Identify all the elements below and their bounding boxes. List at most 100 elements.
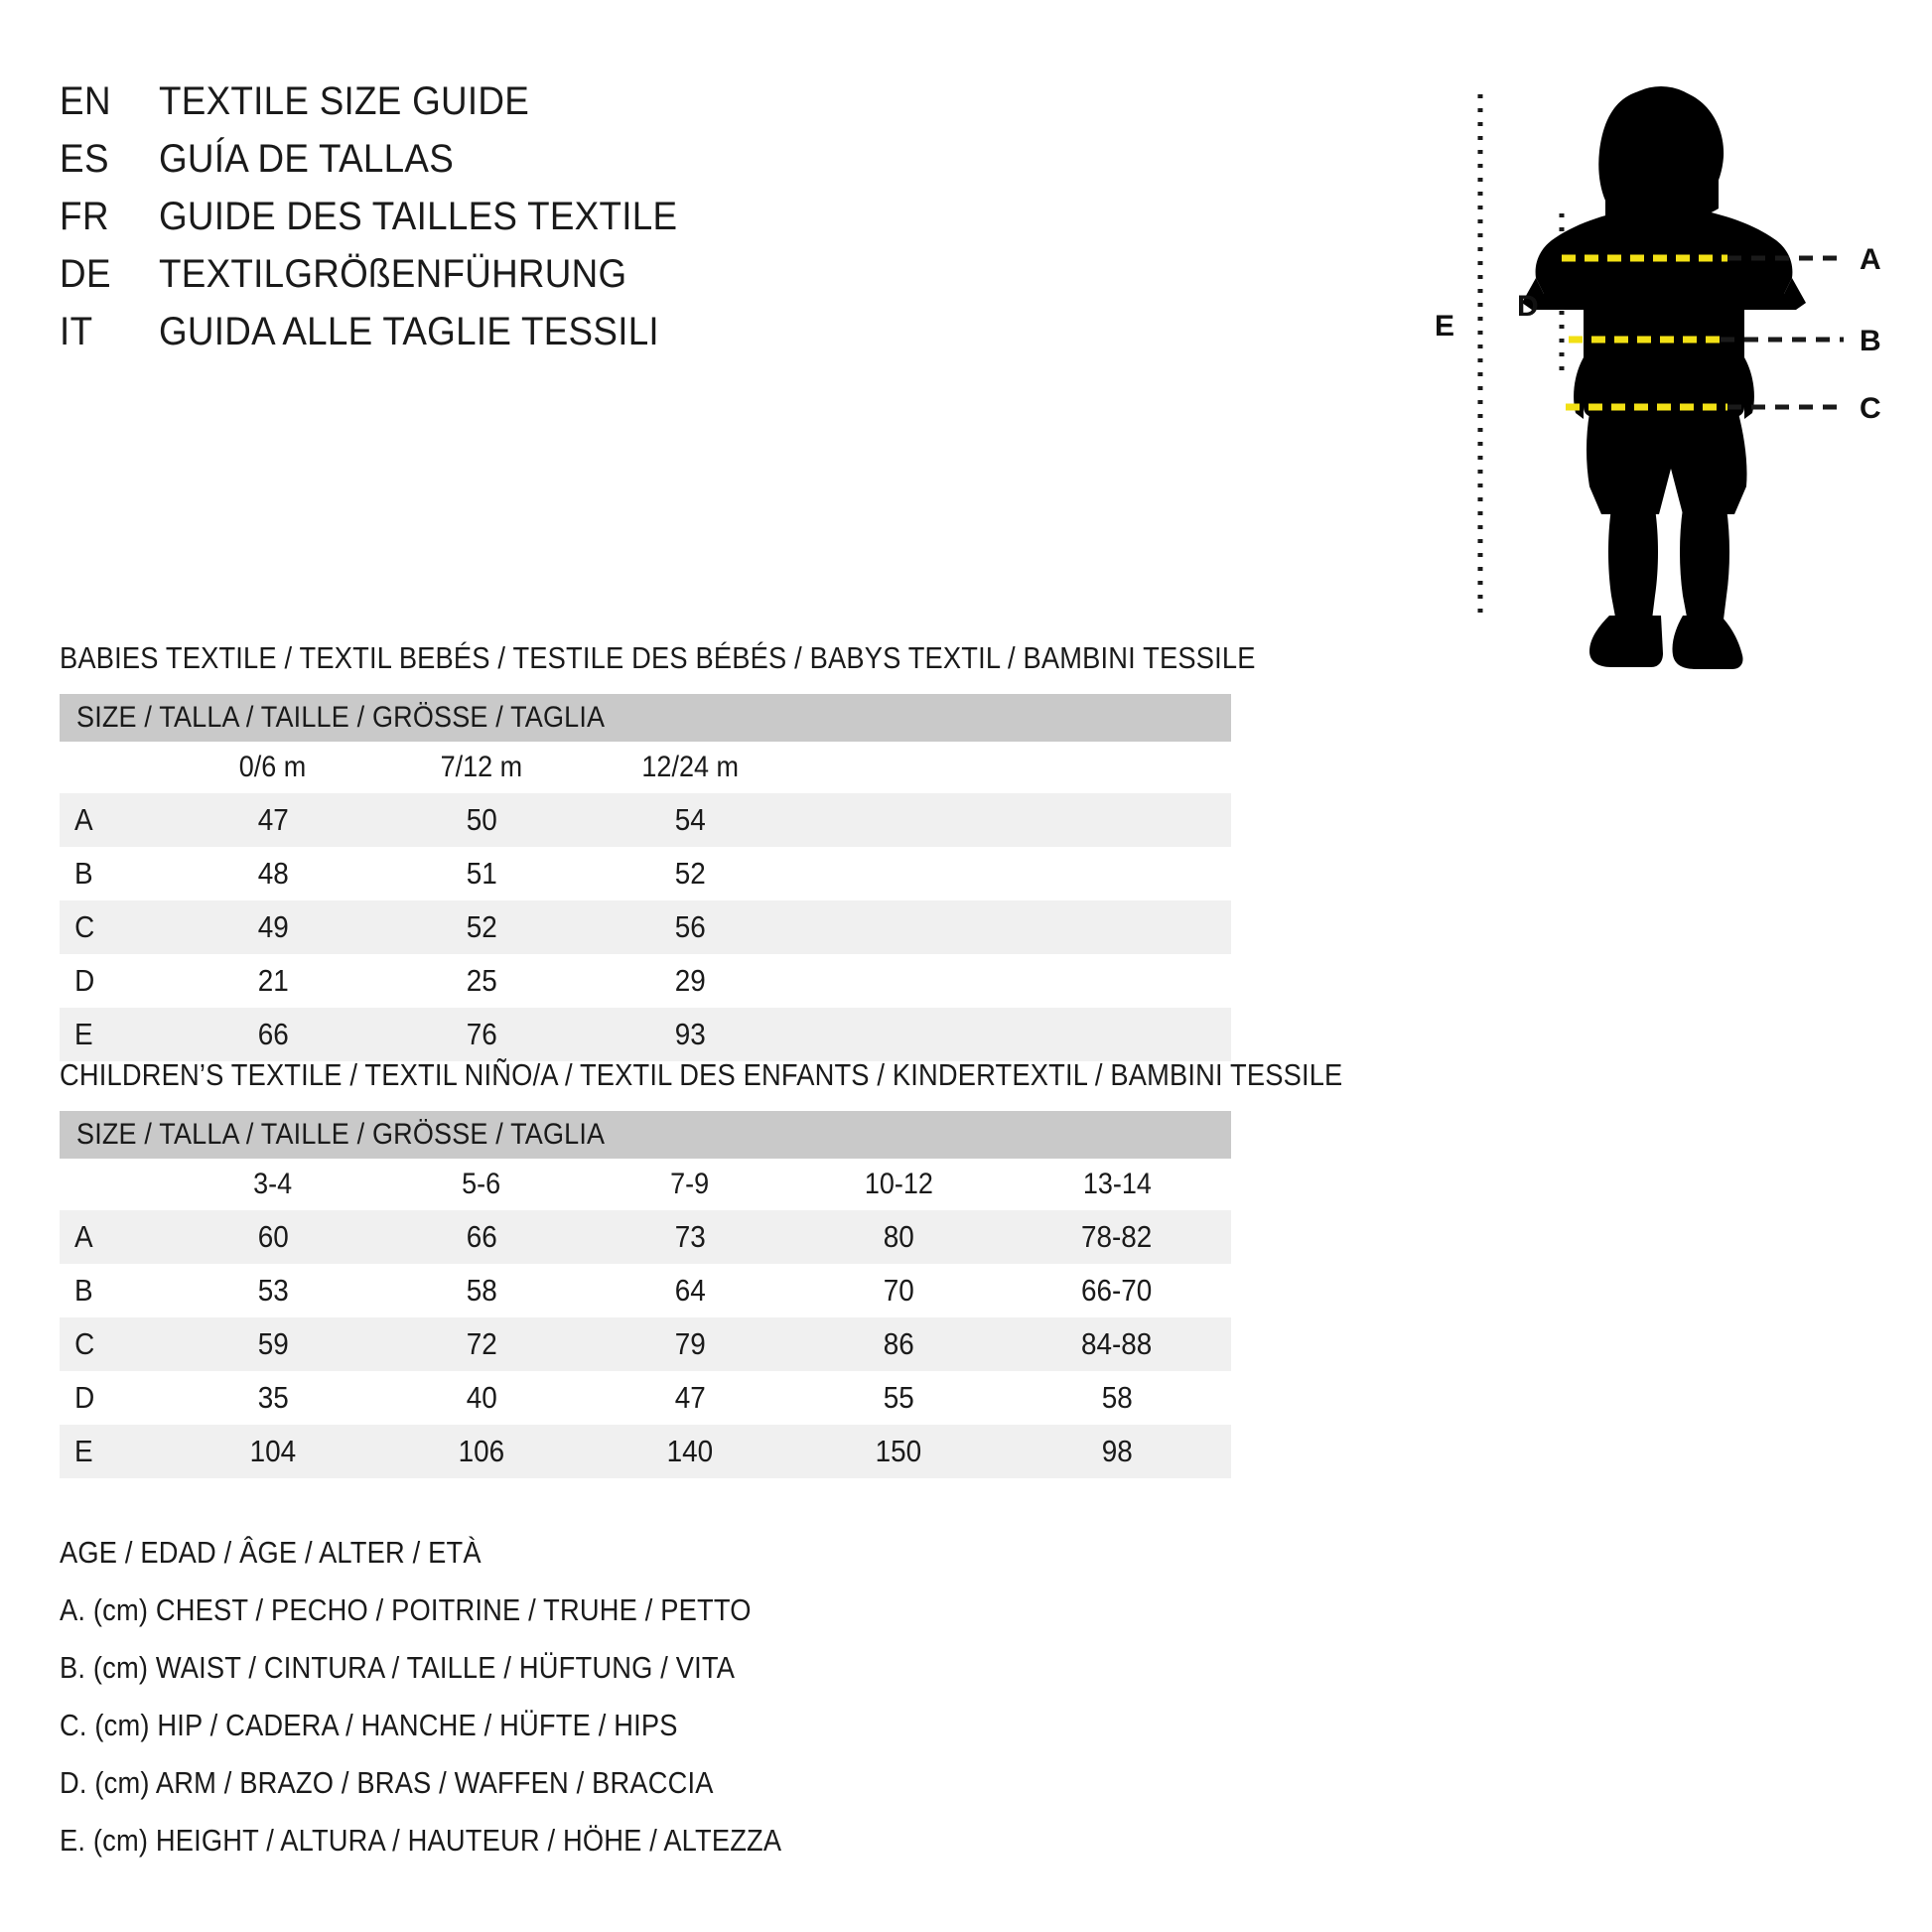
table-row: E 66 76 93 — [60, 1008, 1231, 1061]
children-cell-b-0: 53 — [169, 1264, 377, 1317]
children-cell-a-4: 78-82 — [1003, 1210, 1231, 1264]
children-cell-c-2: 79 — [586, 1317, 794, 1371]
babies-table-header-bar: SIZE / TALLA / TAILLE / GRÖSSE / TAGLIA — [60, 694, 1231, 742]
babies-section-title: BABIES TEXTILE / TEXTIL BEBÉS / TESTILE … — [60, 640, 1256, 675]
figure-label-a: A — [1860, 243, 1881, 276]
title-lang-it: IT — [60, 310, 93, 353]
children-cell-b-4: 66-70 — [1003, 1264, 1231, 1317]
children-cell-d-0: 35 — [169, 1371, 377, 1425]
children-col-header-2: 7-9 — [586, 1159, 794, 1210]
children-cell-b-3: 70 — [794, 1264, 1003, 1317]
children-column-header-row: 3-4 5-6 7-9 10-12 13-14 — [60, 1159, 1231, 1210]
babies-cell-a-2: 54 — [586, 793, 794, 847]
children-row-key-b: B — [60, 1264, 169, 1317]
legend-line-age: AGE / EDAD / ÂGE / ALTER / ETÀ — [60, 1535, 482, 1570]
table-row: A 47 50 54 — [60, 793, 1231, 847]
children-cell-e-3: 150 — [794, 1425, 1003, 1478]
babies-col-header-2: 12/24 m — [586, 742, 794, 793]
child-silhouette — [1522, 86, 1806, 669]
children-cell-a-3: 80 — [794, 1210, 1003, 1264]
babies-cell-c-spacer — [794, 900, 1231, 954]
children-cell-e-0: 104 — [169, 1425, 377, 1478]
children-row-key-e: E — [60, 1425, 169, 1478]
title-row-es: ES GUÍA DE TALLAS — [60, 137, 953, 189]
table-row: D 35 40 47 55 58 — [60, 1371, 1231, 1425]
title-text-fr: GUIDE DES TAILLES TEXTILE — [159, 195, 678, 238]
measurement-legend: AGE / EDAD / ÂGE / ALTER / ETÀ A. (cm) C… — [60, 1524, 1251, 1869]
children-cell-c-1: 72 — [377, 1317, 586, 1371]
babies-cell-d-spacer — [794, 954, 1231, 1008]
babies-row-key-b: B — [60, 847, 169, 900]
babies-section: BABIES TEXTILE / TEXTIL BEBÉS / TESTILE … — [60, 640, 1256, 1061]
children-cell-b-1: 58 — [377, 1264, 586, 1317]
title-row-de: DE TEXTILGRÖßENFÜHRUNG — [60, 252, 953, 304]
babies-cell-d-1: 25 — [377, 954, 586, 1008]
figure-label-d: D — [1517, 290, 1539, 323]
children-cell-e-4: 98 — [1003, 1425, 1231, 1478]
children-row-key-d: D — [60, 1371, 169, 1425]
title-text-de: TEXTILGRÖßENFÜHRUNG — [159, 252, 627, 296]
children-col-header-1: 5-6 — [377, 1159, 586, 1210]
figure-label-e: E — [1435, 310, 1454, 343]
babies-bar-label: SIZE / TALLA / TAILLE / GRÖSSE / TAGLIA — [76, 701, 606, 734]
table-row: D 21 25 29 — [60, 954, 1231, 1008]
babies-cell-e-spacer — [794, 1008, 1231, 1061]
babies-cell-d-2: 29 — [586, 954, 794, 1008]
legend-line-c: C. (cm) HIP / CADERA / HANCHE / HÜFTE / … — [60, 1708, 678, 1742]
title-lang-en: EN — [60, 79, 112, 123]
title-row-fr: FR GUIDE DES TAILLES TEXTILE — [60, 195, 953, 246]
children-row-key-a: A — [60, 1210, 169, 1264]
babies-cell-c-2: 56 — [586, 900, 794, 954]
babies-cell-e-1: 76 — [377, 1008, 586, 1061]
children-bar-label: SIZE / TALLA / TAILLE / GRÖSSE / TAGLIA — [76, 1118, 606, 1151]
babies-column-header-row: 0/6 m 7/12 m 12/24 m — [60, 742, 1231, 793]
babies-cell-b-spacer — [794, 847, 1231, 900]
title-text-it: GUIDA ALLE TAGLIE TESSILI — [159, 310, 659, 353]
legend-line-b: B. (cm) WAIST / CINTURA / TAILLE / HÜFTU… — [60, 1650, 736, 1685]
babies-row-key-d: D — [60, 954, 169, 1008]
title-text-es: GUÍA DE TALLAS — [159, 137, 455, 181]
measurement-figure: A B C D E — [1385, 60, 1921, 755]
children-row-key-c: C — [60, 1317, 169, 1371]
title-row-it: IT GUIDA ALLE TAGLIE TESSILI — [60, 310, 953, 361]
title-lang-fr: FR — [60, 195, 109, 238]
babies-row-key-e: E — [60, 1008, 169, 1061]
children-size-table: SIZE / TALLA / TAILLE / GRÖSSE / TAGLIA … — [60, 1111, 1231, 1478]
legend-line-d: D. (cm) ARM / BRAZO / BRAS / WAFFEN / BR… — [60, 1765, 714, 1800]
babies-row-key-c: C — [60, 900, 169, 954]
babies-cell-c-1: 52 — [377, 900, 586, 954]
title-lang-es: ES — [60, 137, 110, 181]
table-row: B 53 58 64 70 66-70 — [60, 1264, 1231, 1317]
children-col-header-4: 13-14 — [1003, 1159, 1231, 1210]
babies-cell-d-0: 21 — [169, 954, 377, 1008]
babies-row-key-a: A — [60, 793, 169, 847]
children-cell-a-2: 73 — [586, 1210, 794, 1264]
children-col-header-3: 10-12 — [794, 1159, 1003, 1210]
children-cell-d-1: 40 — [377, 1371, 586, 1425]
children-cell-c-4: 84-88 — [1003, 1317, 1231, 1371]
children-section-title: CHILDREN’S TEXTILE / TEXTIL NIÑO/A / TEX… — [60, 1057, 1343, 1092]
babies-cell-e-2: 93 — [586, 1008, 794, 1061]
children-cell-a-0: 60 — [169, 1210, 377, 1264]
table-row: A 60 66 73 80 78-82 — [60, 1210, 1231, 1264]
title-text-en: TEXTILE SIZE GUIDE — [159, 79, 530, 123]
figure-label-b: B — [1860, 325, 1881, 357]
legend-line-a: A. (cm) CHEST / PECHO / POITRINE / TRUHE… — [60, 1592, 752, 1627]
children-cell-a-1: 66 — [377, 1210, 586, 1264]
figure-label-c: C — [1860, 392, 1881, 425]
babies-cell-b-2: 52 — [586, 847, 794, 900]
children-cell-c-3: 86 — [794, 1317, 1003, 1371]
children-corner-cell — [60, 1159, 169, 1210]
table-row: C 59 72 79 86 84-88 — [60, 1317, 1231, 1371]
children-col-header-0: 3-4 — [169, 1159, 377, 1210]
babies-cell-a-spacer — [794, 793, 1231, 847]
babies-cell-a-0: 47 — [169, 793, 377, 847]
table-row: C 49 52 56 — [60, 900, 1231, 954]
table-row: B 48 51 52 — [60, 847, 1231, 900]
children-cell-d-3: 55 — [794, 1371, 1003, 1425]
babies-cell-b-1: 51 — [377, 847, 586, 900]
babies-corner-cell — [60, 742, 169, 793]
babies-cell-e-0: 66 — [169, 1008, 377, 1061]
children-cell-e-1: 106 — [377, 1425, 586, 1478]
